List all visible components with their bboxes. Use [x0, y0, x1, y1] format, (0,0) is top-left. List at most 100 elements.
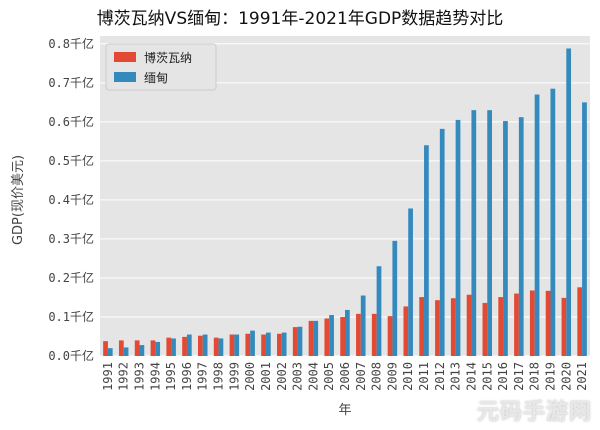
bar-botswana [229, 334, 235, 356]
x-tick-label: 2006 [338, 362, 352, 391]
legend-label-botswana: 博茨瓦纳 [144, 50, 192, 65]
x-tick-label: 1991 [101, 362, 115, 391]
x-tick-label: 2018 [528, 362, 542, 391]
bar-myanmar [392, 240, 398, 356]
x-tick-label: 2002 [275, 362, 289, 391]
bar-botswana [514, 293, 519, 356]
bar-botswana [198, 335, 203, 356]
bar-botswana [529, 290, 535, 356]
bars-group [103, 48, 587, 357]
x-tick-label: 2004 [306, 362, 320, 391]
x-tick-label: 2014 [464, 362, 478, 391]
bar-myanmar [139, 345, 145, 356]
x-axis-label: 年 [338, 403, 351, 418]
x-tick-label: 2020 [559, 362, 573, 391]
x-tick-label: 1998 [212, 362, 226, 391]
bar-myanmar [582, 102, 587, 356]
legend-swatch-myanmar [114, 72, 136, 82]
bar-botswana [482, 302, 488, 356]
bar-myanmar [534, 94, 540, 356]
bar-myanmar [155, 341, 161, 356]
bar-botswana [403, 306, 409, 356]
y-tick-label: 0.1千亿 [48, 309, 94, 324]
x-tick-label: 1995 [164, 362, 178, 391]
bar-botswana [166, 337, 172, 356]
bar-botswana [450, 298, 456, 356]
y-tick-label: 0.5千亿 [48, 153, 94, 168]
bar-myanmar [218, 338, 224, 356]
bar-botswana [545, 290, 551, 356]
bar-myanmar [345, 309, 350, 356]
x-tick-label: 1997 [196, 362, 210, 391]
bar-botswana [356, 313, 361, 356]
bar-botswana [182, 336, 187, 356]
x-tick-label: 2008 [370, 362, 384, 391]
x-tick-label: 2010 [401, 362, 415, 391]
bar-botswana [213, 337, 219, 356]
x-tick-label: 2017 [512, 362, 526, 391]
bar-botswana [134, 340, 140, 356]
bar-myanmar [186, 334, 192, 356]
bar-myanmar [123, 347, 129, 356]
bar-botswana [308, 320, 314, 356]
x-tick-label: 1996 [180, 362, 194, 391]
y-tick-label: 0.8千亿 [48, 36, 94, 51]
bar-botswana [561, 297, 567, 356]
y-tick-label: 0.6千亿 [48, 114, 94, 129]
x-tick-label: 2009 [385, 362, 399, 391]
x-tick-label: 2021 [575, 362, 589, 391]
bar-myanmar [297, 326, 303, 356]
bar-myanmar [550, 88, 556, 357]
x-tick-label: 2000 [243, 362, 257, 391]
chart-title: 博茨瓦纳VS缅甸：1991年-2021年GDP数据趋势对比 [97, 9, 504, 29]
bar-myanmar [281, 332, 287, 356]
bar-myanmar [424, 145, 429, 356]
y-ticks: 0.0千亿 0.1千亿 0.2千亿 0.3千亿 0.4千亿 0.5千亿 0.6千亿 0.7千亿… [48, 36, 94, 363]
bar-myanmar [171, 338, 176, 356]
bar-botswana [261, 334, 266, 356]
x-tick-label: 2013 [449, 362, 463, 391]
x-tick-label: 2005 [322, 362, 336, 391]
bar-myanmar [408, 208, 413, 356]
bar-botswana [340, 316, 345, 356]
legend-swatch-botswana [114, 52, 136, 62]
bar-myanmar [455, 119, 461, 356]
bar-myanmar [313, 320, 319, 356]
bar-botswana [498, 297, 504, 356]
bar-myanmar [107, 348, 113, 356]
y-tick-label: 0.4千亿 [48, 192, 94, 207]
bar-botswana [292, 327, 298, 356]
bar-myanmar [503, 121, 508, 356]
y-tick-label: 0.0千亿 [48, 348, 94, 363]
x-tick-label: 2012 [433, 362, 447, 391]
legend-label-myanmar: 缅甸 [144, 71, 168, 85]
bar-myanmar [202, 334, 208, 356]
x-tick-label: 2007 [354, 362, 368, 391]
x-ticks: 1991 1992 1993 1994 1995 1996 1997 1998 1999 2000… [101, 362, 589, 391]
bar-botswana [371, 313, 377, 356]
x-tick-label: 2003 [291, 362, 305, 391]
bar-botswana [245, 333, 251, 356]
bar-myanmar [329, 315, 334, 356]
y-axis-label: GDP(现价美元) [11, 155, 26, 245]
bar-myanmar [234, 334, 240, 356]
x-tick-label: 1999 [227, 362, 241, 391]
bar-myanmar [360, 295, 366, 356]
bar-myanmar [376, 266, 382, 356]
y-tick-label: 0.2千亿 [48, 270, 94, 285]
bar-botswana [118, 340, 124, 356]
bar-botswana [435, 300, 440, 356]
y-tick-label: 0.7千亿 [48, 75, 94, 90]
x-tick-label: 2016 [496, 362, 510, 391]
bar-botswana [103, 341, 108, 356]
bar-myanmar [487, 110, 492, 357]
bar-botswana [387, 316, 393, 356]
bar-myanmar [265, 332, 271, 356]
watermark-text: 元码手游网 [476, 400, 592, 425]
bar-botswana [577, 287, 583, 356]
bar-myanmar [439, 128, 445, 356]
bar-myanmar [471, 110, 477, 357]
